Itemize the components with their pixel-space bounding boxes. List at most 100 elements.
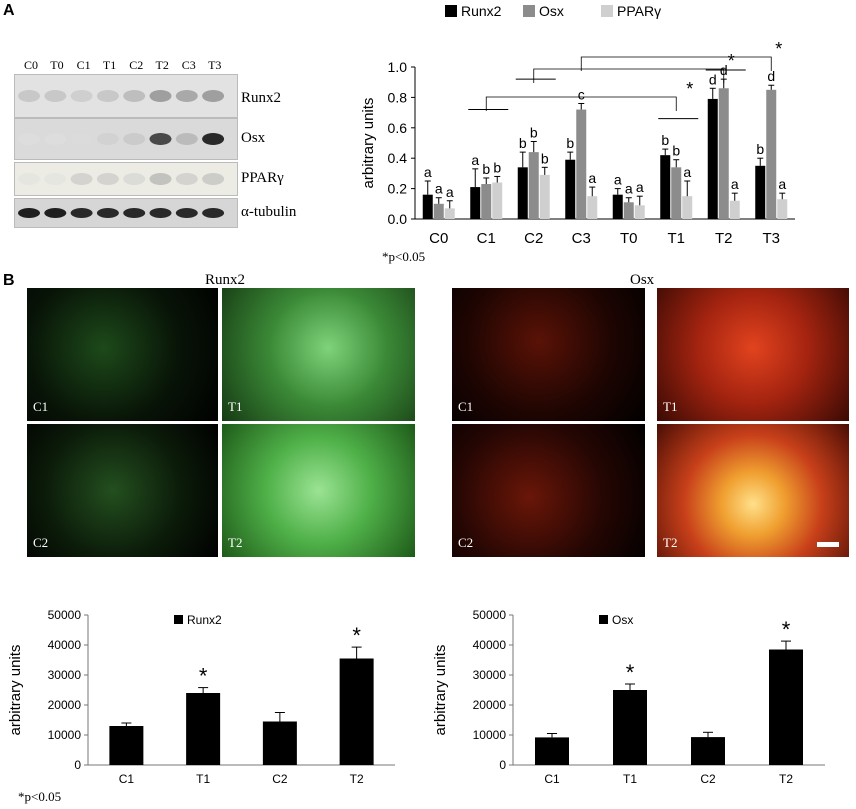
y-tick-label: 0	[499, 758, 506, 772]
blot-band	[149, 208, 172, 218]
significance-bracket	[580, 56, 772, 71]
bar	[766, 89, 777, 219]
blot-band	[96, 133, 119, 145]
significance-letter: a	[588, 170, 596, 186]
legend-swatch	[174, 615, 183, 624]
bar	[707, 98, 718, 219]
lane-label: T3	[208, 58, 222, 72]
band-label-runx2: Runx2	[241, 90, 282, 106]
x-tick-label: C1	[544, 772, 560, 785]
bar	[777, 199, 788, 219]
micro-label: T2	[228, 535, 243, 550]
significance-star: *	[686, 79, 693, 99]
bar	[691, 737, 725, 765]
x-tick-label: T1	[623, 772, 637, 785]
bar-chart-top: Runx2 Osx PPARγ 0.0 0.2 0.4 0.6 0.8 1.0 arbitrary…	[360, 3, 795, 247]
panel-letter-b: B	[3, 272, 15, 289]
significance-letter: b	[756, 141, 764, 157]
significance-letter: a	[683, 164, 691, 180]
bar	[339, 658, 374, 765]
bar	[481, 184, 492, 219]
x-tick-label: T1	[196, 772, 210, 785]
significance-star: *	[775, 39, 782, 59]
micro-label: T1	[228, 399, 243, 414]
y-tick-label: 0	[74, 758, 81, 772]
blot-tubulin	[14, 198, 238, 228]
significance-star: *	[352, 623, 361, 648]
micro-osx-c1: C1	[452, 288, 645, 421]
blot-band	[202, 173, 225, 185]
lane-label: C0	[24, 58, 39, 72]
blot-band	[175, 173, 198, 185]
blot-band	[44, 90, 67, 102]
blot-band	[96, 90, 119, 102]
blot-band	[96, 173, 119, 185]
significance-star: *	[782, 617, 791, 642]
blot-band	[175, 90, 198, 102]
x-tick-label: T0	[620, 230, 638, 247]
significance-letter: b	[566, 135, 574, 151]
y-tick-label: 0.6	[388, 120, 408, 136]
blot-band	[123, 208, 146, 218]
micro-label: C1	[33, 399, 49, 414]
x-tick-label: T2	[779, 772, 793, 785]
significance-letter: a	[446, 184, 454, 200]
significance-letter: c	[578, 86, 585, 102]
scale-bar	[817, 542, 839, 547]
blot-band	[202, 208, 225, 218]
blot-osx	[14, 118, 238, 160]
y-tick-label: 20000	[48, 698, 82, 712]
legend-swatch	[523, 5, 535, 17]
micro-label: C1	[458, 399, 474, 414]
significance-letter: b	[541, 150, 549, 166]
significance-letter: a	[471, 152, 479, 168]
y-tick-label: 40000	[473, 638, 507, 652]
y-axis-label: arbitrary units	[432, 645, 449, 736]
significance-letter: a	[625, 181, 633, 197]
x-tick-label: C2	[700, 772, 716, 785]
panel-letter-a: A	[3, 2, 15, 19]
bar	[539, 174, 550, 219]
micro-label: C2	[33, 535, 49, 550]
micro-runx2-t1: T1	[222, 288, 415, 421]
y-tick-label: 10000	[473, 728, 507, 742]
y-tick-label: 0.2	[388, 181, 408, 197]
micro-runx2-t2: T2	[222, 424, 415, 557]
legend-swatch	[445, 5, 457, 17]
blot-band	[175, 133, 198, 145]
y-tick-label: 0.0	[388, 211, 408, 227]
footnote-bottom: *p<0.05	[18, 789, 62, 804]
blot-band	[18, 90, 40, 102]
bar	[576, 109, 587, 219]
significance-bracket	[485, 96, 677, 111]
bar	[769, 649, 803, 765]
micro-runx2-c2: C2	[27, 424, 218, 557]
significance-letter: d	[767, 68, 775, 84]
bar	[718, 88, 729, 219]
bar	[623, 202, 634, 219]
footnote-top: *p<0.05	[382, 249, 426, 264]
x-tick-label: C2	[524, 230, 543, 247]
band-label-pparg: PPARγ	[241, 170, 284, 186]
blot-band	[70, 173, 93, 185]
blot-band	[149, 133, 172, 145]
significance-letter: a	[778, 176, 786, 192]
blot-band	[123, 133, 146, 145]
lane-label: C2	[129, 58, 144, 72]
y-tick-label: 20000	[473, 698, 507, 712]
blot-band	[18, 173, 40, 185]
significance-star: *	[199, 664, 208, 689]
micro-label: T2	[663, 535, 678, 550]
legend-label: Osx	[612, 613, 633, 627]
legend-label: PPARγ	[617, 3, 661, 19]
blot-band	[202, 133, 225, 145]
significance-letter: b	[672, 143, 680, 159]
bar	[682, 196, 693, 219]
blot-band	[18, 133, 40, 145]
bar	[528, 152, 539, 219]
lane-label: C3	[181, 58, 196, 72]
blot-band	[44, 133, 67, 145]
y-tick-label: 30000	[473, 668, 507, 682]
y-tick-label: 30000	[48, 668, 82, 682]
significance-letter: b	[530, 124, 538, 140]
